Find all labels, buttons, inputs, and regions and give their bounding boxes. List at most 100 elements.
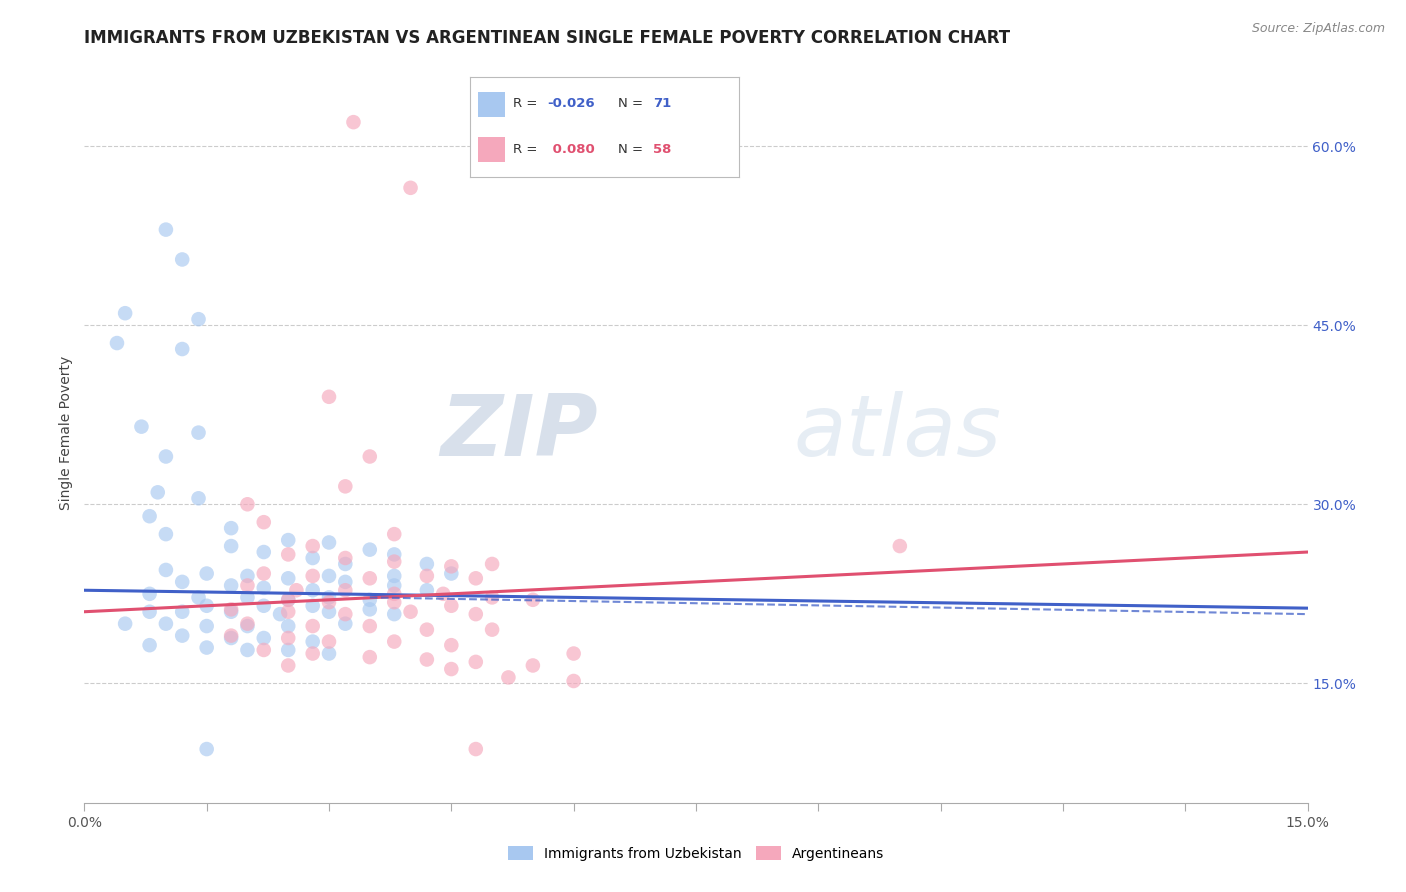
Legend: Immigrants from Uzbekistan, Argentineans: Immigrants from Uzbekistan, Argentineans (502, 840, 890, 866)
Point (138, 509, 160, 524)
Point (172, 605, 194, 619)
Point (382, 595, 405, 609)
Point (464, 571, 486, 585)
Point (155, 563, 177, 577)
Point (440, 638, 463, 652)
Point (481, 623, 503, 637)
Point (277, 533, 299, 547)
Point (172, 574, 194, 589)
Point (440, 662, 463, 676)
Point (335, 551, 357, 566)
Point (131, 419, 153, 434)
Point (269, 607, 291, 621)
Point (359, 450, 381, 464)
Point (335, 557, 357, 571)
Point (253, 643, 276, 657)
Point (277, 631, 299, 645)
Point (335, 607, 357, 621)
Point (236, 643, 259, 657)
Point (382, 569, 405, 583)
Point (195, 566, 218, 581)
Point (195, 640, 218, 655)
Point (301, 647, 323, 661)
Point (285, 583, 308, 598)
Point (481, 557, 503, 571)
Point (464, 742, 486, 756)
Point (318, 535, 340, 549)
Point (481, 591, 503, 605)
Point (236, 578, 259, 592)
Point (219, 602, 242, 616)
Point (522, 592, 544, 607)
Point (335, 583, 357, 598)
Point (219, 631, 242, 645)
Point (114, 306, 136, 320)
Point (187, 591, 209, 605)
Point (416, 623, 439, 637)
Point (416, 652, 439, 666)
Point (382, 527, 405, 541)
Point (359, 650, 381, 665)
Point (301, 619, 323, 633)
Point (172, 342, 194, 356)
Point (440, 559, 463, 574)
Point (236, 591, 259, 605)
Point (318, 591, 340, 605)
Point (382, 634, 405, 648)
Point (301, 583, 323, 598)
Text: atlas: atlas (794, 391, 1002, 475)
Point (219, 605, 242, 619)
Point (253, 631, 276, 645)
Point (277, 548, 299, 562)
Point (138, 638, 160, 652)
Point (562, 673, 585, 688)
Point (342, 115, 364, 129)
Point (359, 602, 381, 616)
Point (277, 571, 299, 585)
Text: ZIP: ZIP (440, 391, 598, 475)
Point (236, 497, 259, 511)
Point (253, 566, 276, 581)
Point (301, 551, 323, 566)
Point (318, 634, 340, 648)
Point (236, 619, 259, 633)
Point (318, 569, 340, 583)
Point (219, 629, 242, 643)
Point (195, 619, 218, 633)
Point (562, 647, 585, 661)
Point (301, 539, 323, 553)
Point (399, 605, 422, 619)
Point (440, 599, 463, 613)
Point (318, 647, 340, 661)
Point (301, 634, 323, 648)
Point (253, 599, 276, 613)
Point (318, 595, 340, 609)
Point (301, 569, 323, 583)
Point (440, 566, 463, 581)
Point (382, 607, 405, 621)
Point (335, 616, 357, 631)
Point (464, 607, 486, 621)
Point (277, 643, 299, 657)
Point (277, 619, 299, 633)
Point (277, 592, 299, 607)
Text: IMMIGRANTS FROM UZBEKISTAN VS ARGENTINEAN SINGLE FEMALE POVERTY CORRELATION CHAR: IMMIGRANTS FROM UZBEKISTAN VS ARGENTINEA… (84, 29, 1011, 47)
Point (187, 312, 209, 326)
Point (318, 390, 340, 404)
Point (416, 557, 439, 571)
Point (318, 605, 340, 619)
Point (219, 521, 242, 535)
Point (219, 578, 242, 592)
Point (498, 670, 520, 684)
Point (172, 629, 194, 643)
Y-axis label: Single Female Poverty: Single Female Poverty (59, 356, 73, 509)
Point (195, 742, 218, 756)
Point (155, 527, 177, 541)
Point (416, 583, 439, 598)
Point (889, 539, 911, 553)
Point (359, 542, 381, 557)
Point (464, 655, 486, 669)
Point (359, 619, 381, 633)
Point (382, 587, 405, 601)
Text: Source: ZipAtlas.com: Source: ZipAtlas.com (1251, 22, 1385, 36)
